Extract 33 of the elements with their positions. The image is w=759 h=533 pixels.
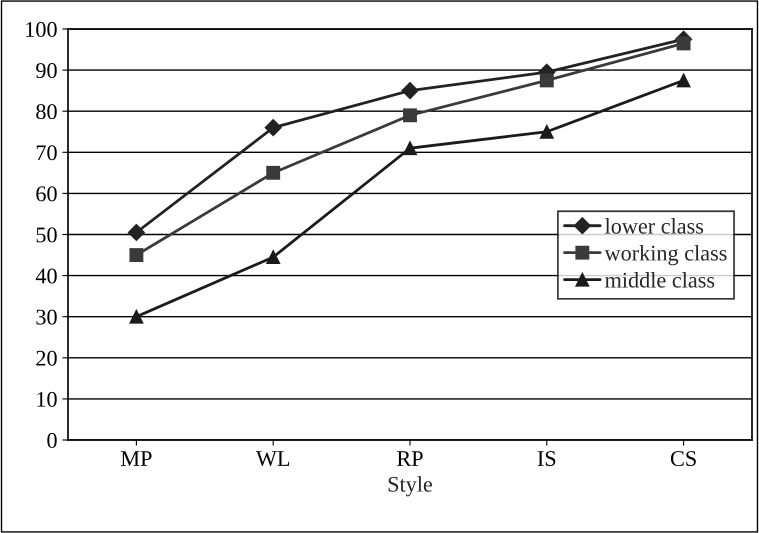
legend-label: lower class bbox=[605, 218, 704, 234]
point bbox=[129, 310, 144, 324]
x-tick-label: CS bbox=[670, 451, 696, 466]
point bbox=[401, 82, 419, 100]
point bbox=[403, 108, 417, 122]
y-tick-label: 40 bbox=[36, 268, 57, 284]
y-tick-label: 0 bbox=[47, 432, 57, 448]
point bbox=[264, 119, 282, 136]
x-tick-label: RP bbox=[397, 451, 423, 466]
point bbox=[403, 141, 417, 156]
x-tick-label: IS bbox=[538, 451, 556, 466]
y-tick-label: 60 bbox=[36, 186, 57, 202]
y-tick-label: 80 bbox=[36, 104, 57, 120]
point bbox=[266, 166, 280, 180]
point bbox=[128, 224, 145, 241]
point bbox=[676, 73, 691, 88]
legend-label: middle class bbox=[605, 272, 714, 288]
y-tick-label: 10 bbox=[37, 392, 57, 407]
y-tick-label: 90 bbox=[36, 63, 57, 78]
point bbox=[266, 250, 280, 264]
legend-label: working class bbox=[604, 245, 727, 266]
y-tick-label: 100 bbox=[26, 22, 57, 37]
point bbox=[540, 124, 554, 139]
x-axis-title: Style bbox=[388, 476, 432, 496]
x-tick-label: WL bbox=[256, 451, 290, 466]
y-tick-label: 20 bbox=[36, 350, 57, 366]
y-tick-label: 70 bbox=[36, 145, 57, 160]
point bbox=[676, 36, 691, 50]
y-tick-label: 30 bbox=[36, 310, 57, 325]
point bbox=[540, 73, 554, 88]
point bbox=[129, 248, 144, 262]
y-tick-label: 50 bbox=[36, 227, 57, 242]
x-tick-label: MP bbox=[120, 451, 152, 466]
